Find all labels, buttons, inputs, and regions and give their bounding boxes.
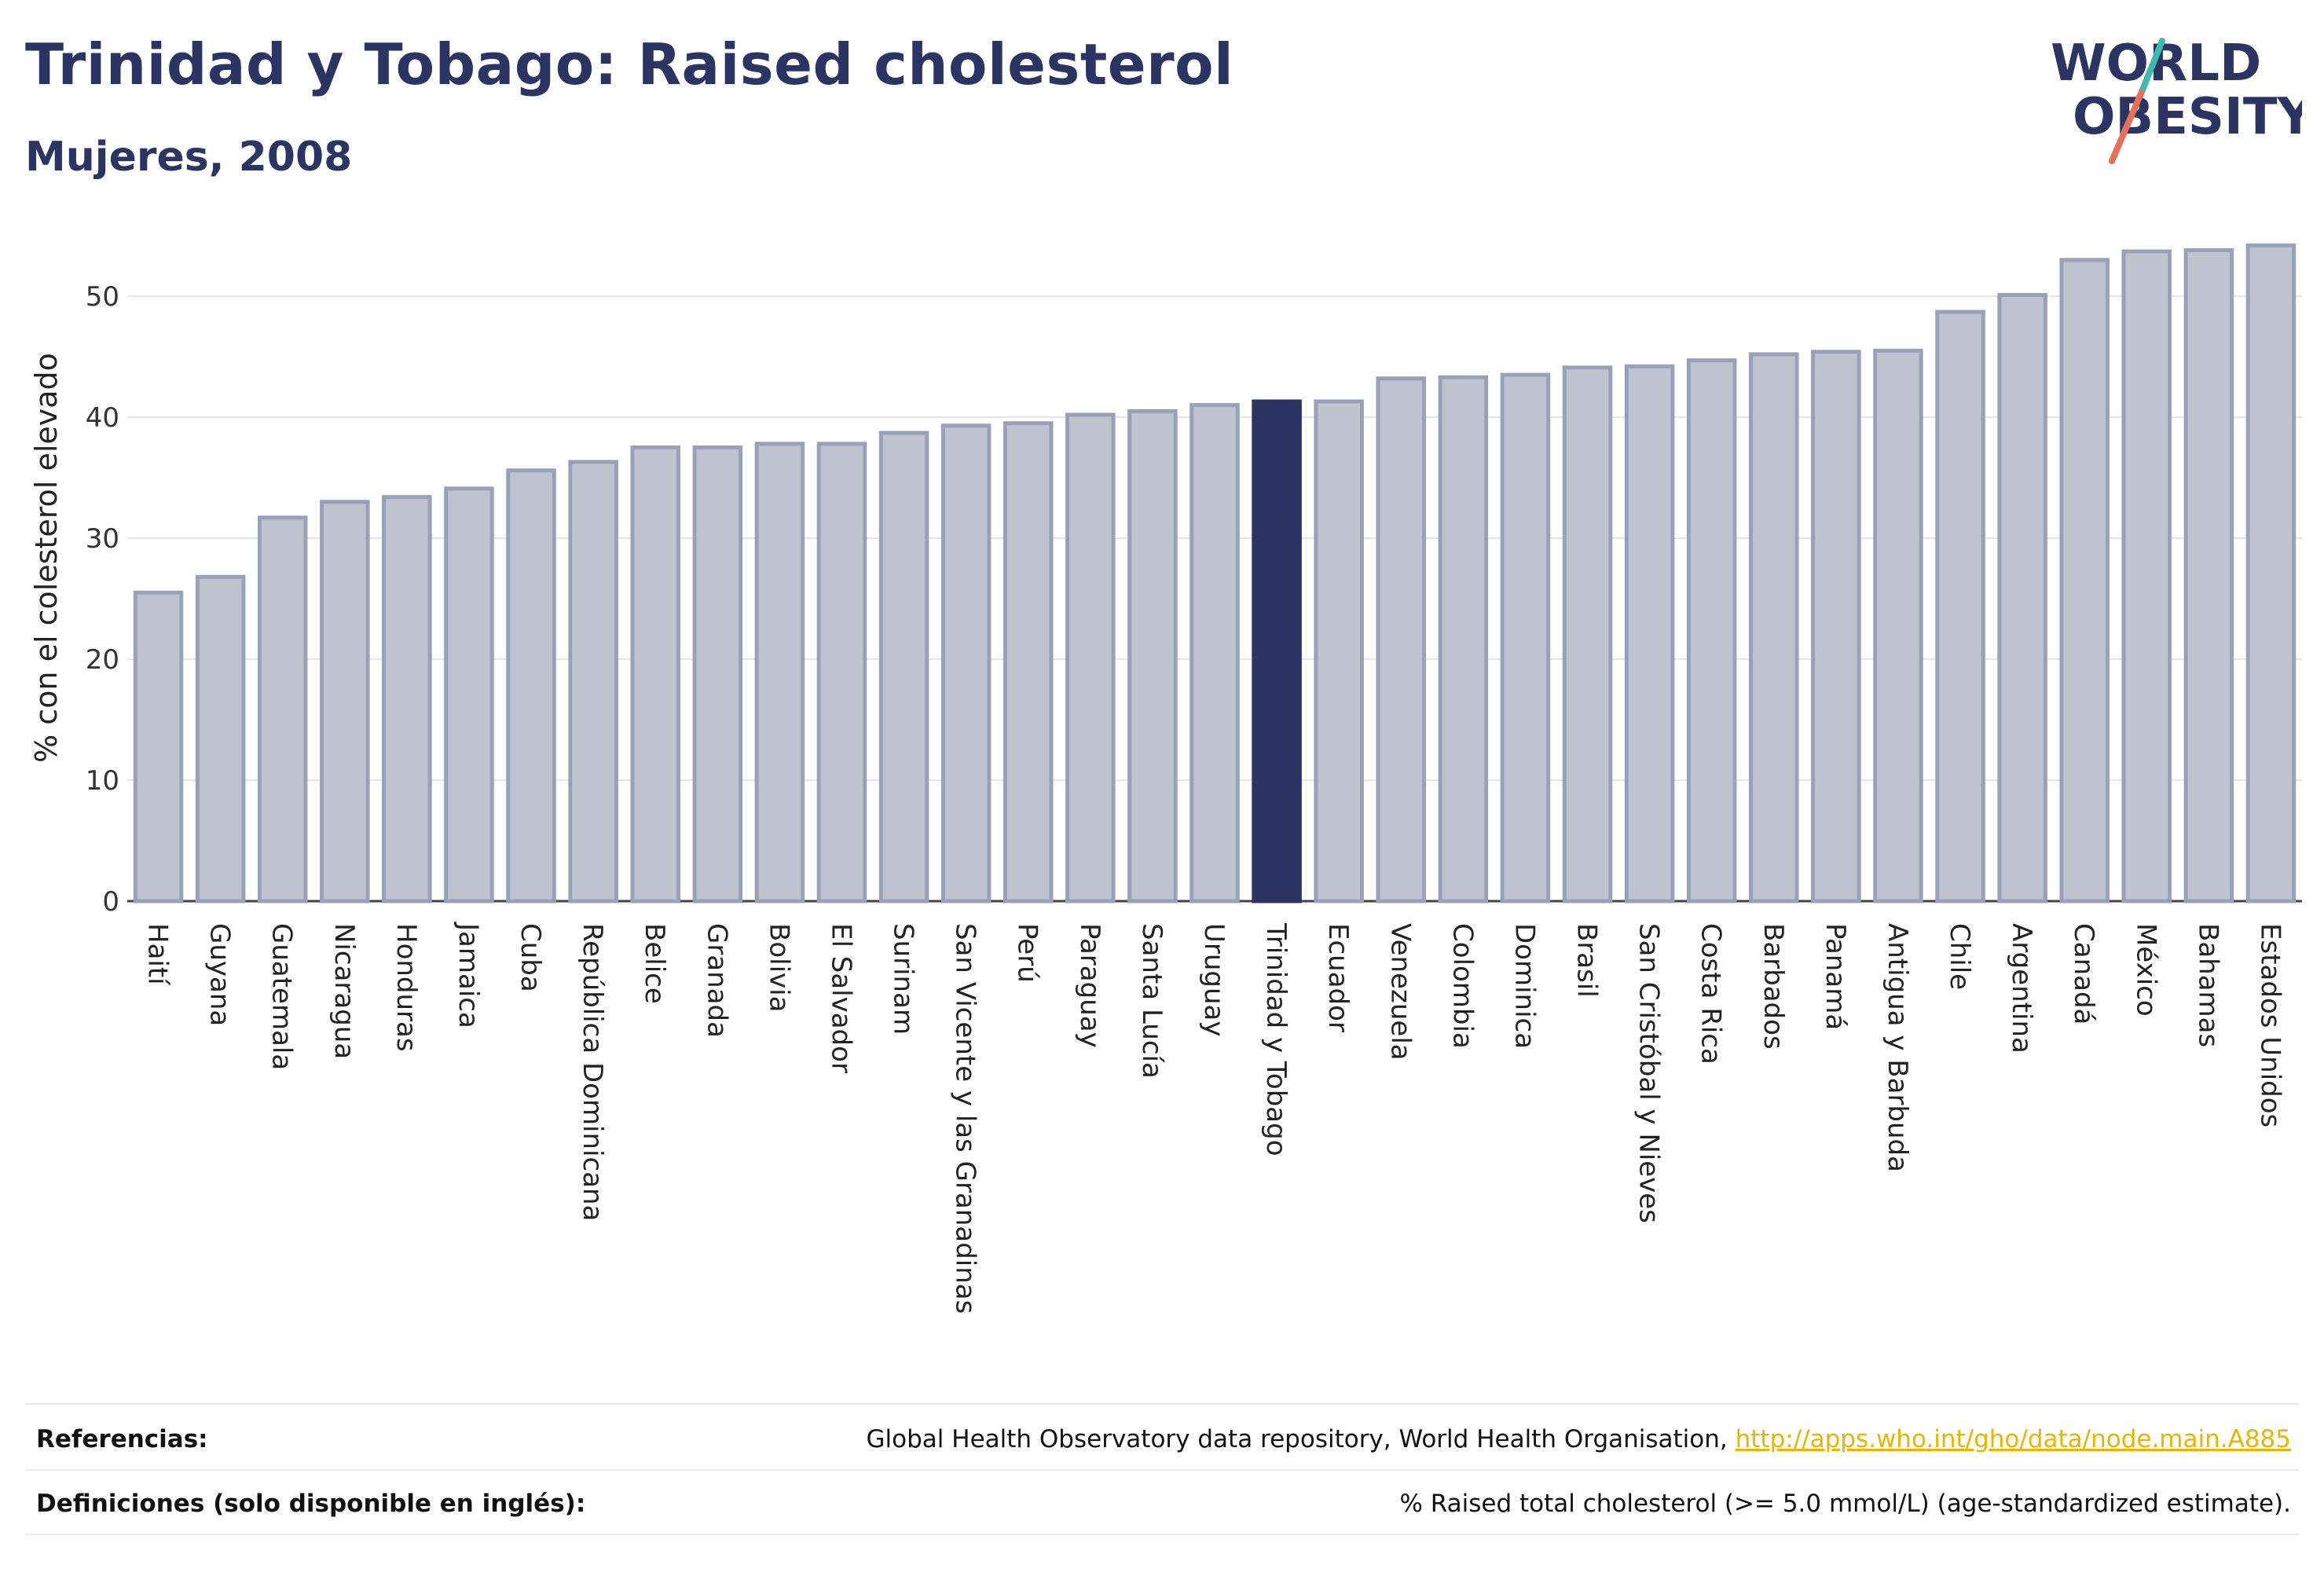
bar [382,495,432,903]
bar [195,574,246,903]
bar [1935,310,1985,903]
x-tick-label: Paraguay [1074,923,1105,1048]
x-tick-label: Canadá [2068,923,2099,1024]
x-tick-label: Venezuela [1384,923,1416,1061]
bar [1438,375,1489,903]
bar [692,445,743,903]
x-tick-label: El Salvador [825,923,856,1073]
x-tick-label: Cuba [515,923,546,992]
x-tick-label: Nicaragua [328,923,360,1059]
bar [2121,249,2172,903]
bar [1065,412,1116,903]
references-value: Global Health Observatory data repositor… [867,1425,2291,1453]
chart-title: Trinidad y Tobago: Raised cholesterol [25,31,1234,97]
definitions-label: Definiciones (solo disponible en inglés)… [36,1490,586,1518]
x-tick-label: Panamá [1820,923,1851,1030]
x-tick-label: Perú [1012,923,1043,983]
x-tick-label: Uruguay [1198,923,1230,1037]
bar [1562,365,1613,903]
x-tick-label: Colombia [1446,923,1478,1049]
x-tick-label: Haití [142,923,174,986]
x-tick-label: Santa Lucía [1136,923,1167,1079]
bar [1189,403,1240,903]
definitions-value: % Raised total cholesterol (>= 5.0 mmol/… [1399,1490,2291,1518]
references-label: Referencias: [36,1425,208,1453]
y-tick-label: 20 [86,644,119,676]
x-tick-label: Belice [639,923,670,1004]
bar [1127,409,1178,903]
bars [133,243,2297,903]
x-tick-label: Guatemala [266,923,298,1070]
y-tick-label: 10 [86,765,119,797]
footer-divider-top [25,1403,2299,1405]
logo-slash-red [2109,85,2146,164]
x-tick-label: Chile [1944,923,1975,990]
bar [2245,243,2297,903]
bar [444,486,494,903]
bar [754,442,805,903]
chart-subtitle: Mujeres, 2008 [25,134,353,181]
x-tick-label: Barbados [1758,923,1789,1050]
logo-text-obesity: OBESITY [2073,88,2302,146]
x-tick-label: Brasil [1571,923,1603,998]
x-tick-label: México [2130,923,2161,1017]
bar [257,515,308,903]
x-tick-label: Estados Unidos [2254,923,2286,1127]
x-tick-label: San Vicente y las Granadinas [950,923,981,1314]
references-link[interactable]: http://apps.who.int/gho/data/node.main.A… [1735,1425,2291,1453]
bar [1749,352,1799,903]
x-tick-label: Jamaica [453,922,484,1028]
y-tick-label: 0 [102,886,119,918]
bar [133,590,184,903]
bar [320,500,370,903]
y-axis-label: % con el colesterol elevado [29,353,64,763]
bar [1003,421,1054,903]
x-tick-label: Granada [701,923,732,1038]
x-tick-label: San Cristóbal y Nieves [1633,923,1665,1223]
world-obesity-logo: WORLD OBESITY [2051,35,2302,164]
bar [568,460,618,903]
bar [1873,348,1923,903]
bar-highlighted [1252,399,1302,903]
y-tick-label: 40 [86,402,119,434]
bar [1500,372,1551,903]
bar [1314,399,1364,903]
references-text: Global Health Observatory data repositor… [866,1425,1736,1453]
bar [2059,258,2110,903]
x-tick-label: Guyana [204,923,236,1026]
bar-chart: 0 10 20 30 40 50 Haití Guyana Guatemala Nicaragu… [29,243,2302,1314]
x-tick-labels: Haití Guyana Guatemala Nicaragua Honduras Jam… [142,922,2286,1314]
bar [1624,364,1675,903]
y-tick-labels: 0 10 20 30 40 50 [86,281,119,918]
x-tick-label: Bahamas [2192,923,2223,1047]
y-tick-label: 30 [86,523,119,555]
x-tick-label: Argentina [2006,923,2037,1054]
footer-divider-middle [25,1469,2299,1471]
x-tick-label: Trinidad y Tobago [1260,922,1292,1156]
y-tick-label: 50 [86,281,119,313]
bar [878,431,929,903]
bar [506,468,556,903]
logo-slash-teal [2140,38,2165,91]
x-tick-label: República Dominicana [577,923,608,1221]
bar [940,423,992,903]
x-tick-label: Honduras [390,923,422,1052]
x-tick-label: Costa Rica [1695,923,1727,1065]
x-tick-label: Surinam [888,923,919,1035]
bar [1997,292,2047,903]
x-tick-label: Antigua y Barbuda [1882,923,1913,1172]
bar [630,445,680,903]
bar [1686,358,1737,903]
bar [1376,376,1427,903]
bar [2183,247,2234,903]
bar [816,442,867,903]
x-tick-label: Bolivia [763,923,794,1012]
x-tick-label: Dominica [1508,923,1540,1049]
footer-divider-bottom [25,1534,2299,1535]
bar [1811,350,1861,903]
x-tick-label: Ecuador [1322,923,1354,1032]
